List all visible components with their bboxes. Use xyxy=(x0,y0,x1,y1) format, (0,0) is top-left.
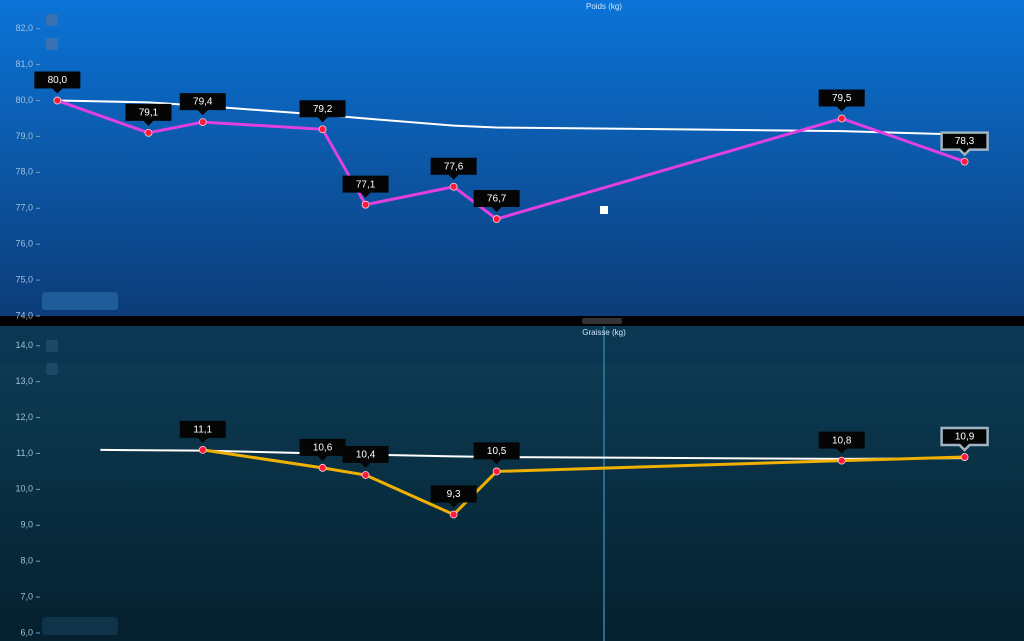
mode-toggle[interactable] xyxy=(42,617,118,635)
data-label: 79,1 xyxy=(139,108,159,119)
data-label: 79,4 xyxy=(193,97,213,108)
label-box xyxy=(430,157,477,180)
data-point xyxy=(960,157,969,166)
data-label: 10,8 xyxy=(832,435,852,446)
top-panel xyxy=(0,0,1024,316)
y-tick-label: 8,0 xyxy=(20,556,33,566)
trend-line xyxy=(100,448,965,460)
label-box xyxy=(342,175,389,198)
trend-line xyxy=(57,99,965,136)
data-label: 10,6 xyxy=(313,442,333,453)
data-point xyxy=(198,445,207,454)
y-tick-label: 6,0 xyxy=(20,627,33,637)
data-label: 11,1 xyxy=(193,425,212,436)
data-label: 76,7 xyxy=(487,194,507,205)
label-box xyxy=(299,100,346,123)
data-label: 77,1 xyxy=(356,179,376,190)
data-point xyxy=(361,471,370,479)
y-tick-label: 78,0 xyxy=(15,167,33,177)
y-tick-label: 77,0 xyxy=(15,203,33,213)
splitter-handle[interactable] xyxy=(582,318,622,324)
y-tick-label: 7,0 xyxy=(20,591,33,601)
label-box xyxy=(125,103,172,126)
zoom-in[interactable] xyxy=(46,14,58,26)
bottom-header xyxy=(0,326,1024,364)
y-tick-label: 9,0 xyxy=(20,520,33,530)
data-point xyxy=(960,453,969,461)
mode-toggle[interactable] xyxy=(42,292,118,310)
zoom-out[interactable] xyxy=(46,363,58,375)
bottom-panel xyxy=(0,326,1024,641)
y-tick-label: 75,0 xyxy=(15,274,33,284)
y-tick-label: 14,0 xyxy=(15,340,33,350)
chart-title: Poids (kg) xyxy=(586,2,622,11)
data-label: 10,5 xyxy=(487,446,507,457)
label-box xyxy=(34,71,81,94)
y-tick-label: 13,0 xyxy=(15,376,33,386)
data-label: 78,3 xyxy=(955,136,975,147)
data-point xyxy=(449,510,458,519)
label-box xyxy=(818,89,865,112)
zoom-out[interactable] xyxy=(46,38,58,50)
data-label: 10,4 xyxy=(356,450,376,461)
y-tick-label: 81,0 xyxy=(15,59,33,69)
y-tick-label: 10,0 xyxy=(15,484,33,494)
label-box xyxy=(430,485,477,508)
data-point xyxy=(361,200,370,209)
data-label: 79,2 xyxy=(313,104,333,115)
data-point xyxy=(144,128,153,137)
data-label: 10,9 xyxy=(955,432,975,443)
data-label: 79,5 xyxy=(832,93,852,104)
data-point xyxy=(492,467,501,476)
chart-title: Graisse (kg) xyxy=(582,328,626,337)
cursor[interactable] xyxy=(600,206,608,214)
y-tick-label: 11,0 xyxy=(16,448,33,458)
data-label: 77,6 xyxy=(444,161,464,172)
data-label: 9,3 xyxy=(447,489,461,500)
data-point xyxy=(449,182,458,191)
label-box xyxy=(940,131,989,157)
data-point xyxy=(492,215,501,223)
label-box xyxy=(473,442,520,465)
label-box xyxy=(342,446,389,469)
label-box xyxy=(940,426,989,452)
label-box xyxy=(299,438,346,461)
y-tick-label: 79,0 xyxy=(15,131,33,141)
data-point xyxy=(318,125,327,134)
data-point xyxy=(318,463,327,472)
y-tick-label: 76,0 xyxy=(15,239,33,249)
data-label: 80,0 xyxy=(48,75,68,86)
zoom-in[interactable] xyxy=(46,340,58,352)
label-box xyxy=(473,190,520,213)
y-tick-label: 12,0 xyxy=(15,412,33,422)
data-point xyxy=(837,456,846,465)
label-box xyxy=(179,93,226,116)
label-box xyxy=(179,420,226,443)
data-point xyxy=(53,96,62,105)
data-point xyxy=(837,114,846,123)
y-tick-label: 82,0 xyxy=(15,23,33,33)
data-point xyxy=(198,118,207,126)
y-tick-label: 74,0 xyxy=(15,310,33,320)
y-tick-label: 80,0 xyxy=(15,95,33,105)
label-box xyxy=(818,431,865,454)
